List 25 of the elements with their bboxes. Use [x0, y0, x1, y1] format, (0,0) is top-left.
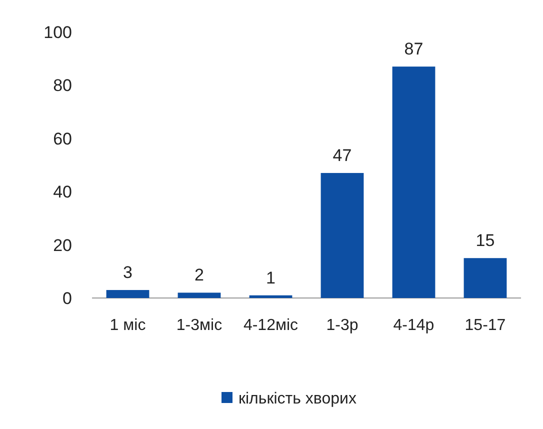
x-tick-label: 1-3міс — [176, 317, 222, 334]
y-tick-label: 40 — [53, 182, 72, 202]
y-tick-label: 20 — [53, 236, 72, 255]
bar — [106, 290, 150, 298]
bar — [249, 295, 292, 298]
x-tick-label: 1-3р — [326, 317, 358, 334]
legend-label: кількість хворих — [238, 390, 356, 408]
bar — [320, 172, 364, 298]
data-label: 1 — [266, 268, 276, 288]
bar — [464, 258, 507, 298]
bar — [178, 292, 221, 298]
y-tick-label: 80 — [53, 76, 72, 96]
x-tick-label: 1 міс — [110, 317, 146, 334]
data-label: 2 — [194, 266, 204, 285]
bar — [392, 66, 436, 298]
x-tick-label: 4-14р — [393, 317, 434, 334]
data-label: 15 — [476, 231, 495, 250]
data-label: 3 — [123, 263, 132, 282]
x-tick-label: 4-12міс — [243, 317, 298, 334]
y-tick-label: 100 — [44, 22, 72, 42]
y-tick-label: 0 — [62, 288, 72, 308]
x-tick-label: 15-17 — [464, 317, 506, 334]
data-label: 87 — [404, 40, 424, 59]
data-label: 47 — [332, 146, 352, 165]
y-tick-label: 60 — [53, 129, 72, 148]
